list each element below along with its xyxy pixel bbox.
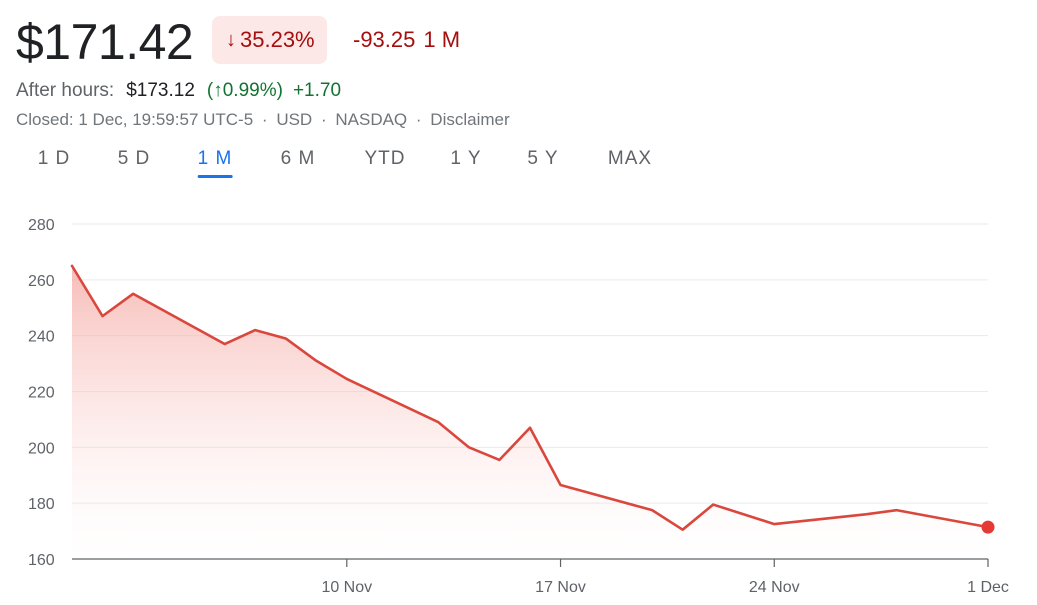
- tab-ytd[interactable]: YTD: [364, 148, 406, 169]
- closed-timestamp: Closed: 1 Dec, 19:59:57 UTC-5: [16, 110, 254, 129]
- separator: ·: [415, 110, 422, 129]
- exchange: NASDAQ: [335, 110, 408, 129]
- change-absolute-value: -93.25: [353, 27, 416, 52]
- current-price: $171.42: [16, 14, 194, 70]
- x-axis-ticks: 10 Nov 17 Nov 24 Nov 1 Dec: [321, 559, 1009, 596]
- tab-1d[interactable]: 1 D: [37, 148, 71, 169]
- tab-5y[interactable]: 5 Y: [527, 148, 559, 169]
- x-tick-label: 24 Nov: [749, 579, 800, 596]
- price-line: [70, 264, 990, 531]
- after-hours-label: After hours:: [16, 80, 115, 101]
- y-axis-ticks: 160 180 200 220 240 260 280: [28, 217, 55, 569]
- change-percent-badge: ↓ 35.23%: [212, 16, 327, 64]
- y-tick-label: 280: [28, 217, 55, 234]
- price-area: [72, 265, 988, 559]
- x-tick-label: 10 Nov: [321, 579, 372, 596]
- tab-1y[interactable]: 1 Y: [450, 148, 482, 169]
- change-percent: 35.23%: [240, 27, 315, 52]
- price-points: [981, 520, 995, 534]
- separator: ·: [261, 110, 268, 129]
- tab-max[interactable]: MAX: [607, 148, 653, 169]
- tab-5d[interactable]: 5 D: [117, 148, 151, 169]
- y-tick-label: 180: [28, 496, 55, 513]
- market-status-line: Closed: 1 Dec, 19:59:57 UTC-5 · USD · NA…: [16, 110, 510, 130]
- separator: ·: [320, 110, 327, 129]
- disclaimer-link[interactable]: Disclaimer: [430, 110, 510, 129]
- after-hours-price: $173.12: [126, 80, 195, 101]
- y-tick-label: 240: [28, 329, 55, 346]
- tab-6m[interactable]: 6 M: [280, 148, 316, 169]
- currency: USD: [276, 110, 313, 129]
- x-tick-label: 1 Dec: [967, 579, 1009, 596]
- arrow-down-icon: ↓: [226, 28, 236, 51]
- y-tick-label: 260: [28, 273, 55, 290]
- price-chart[interactable]: 160 180 200 220 240 260 280 10 Nov 17 Nov 24 Nov…: [0, 200, 1037, 605]
- change-absolute: -93.25 1 M: [353, 16, 460, 64]
- change-period: 1 M: [423, 27, 461, 52]
- y-tick-label: 200: [28, 440, 55, 457]
- after-hours-row: After hours: $173.12 (↑0.99%) +1.70: [16, 78, 341, 104]
- after-hours-percent: (↑0.99%): [206, 80, 283, 101]
- tab-1m[interactable]: 1 M: [197, 148, 233, 178]
- after-hours-change: +1.70: [292, 80, 342, 101]
- last-price-marker: [981, 520, 995, 534]
- y-tick-label: 220: [28, 385, 55, 402]
- y-tick-label: 160: [28, 552, 55, 569]
- x-tick-label: 17 Nov: [535, 579, 586, 596]
